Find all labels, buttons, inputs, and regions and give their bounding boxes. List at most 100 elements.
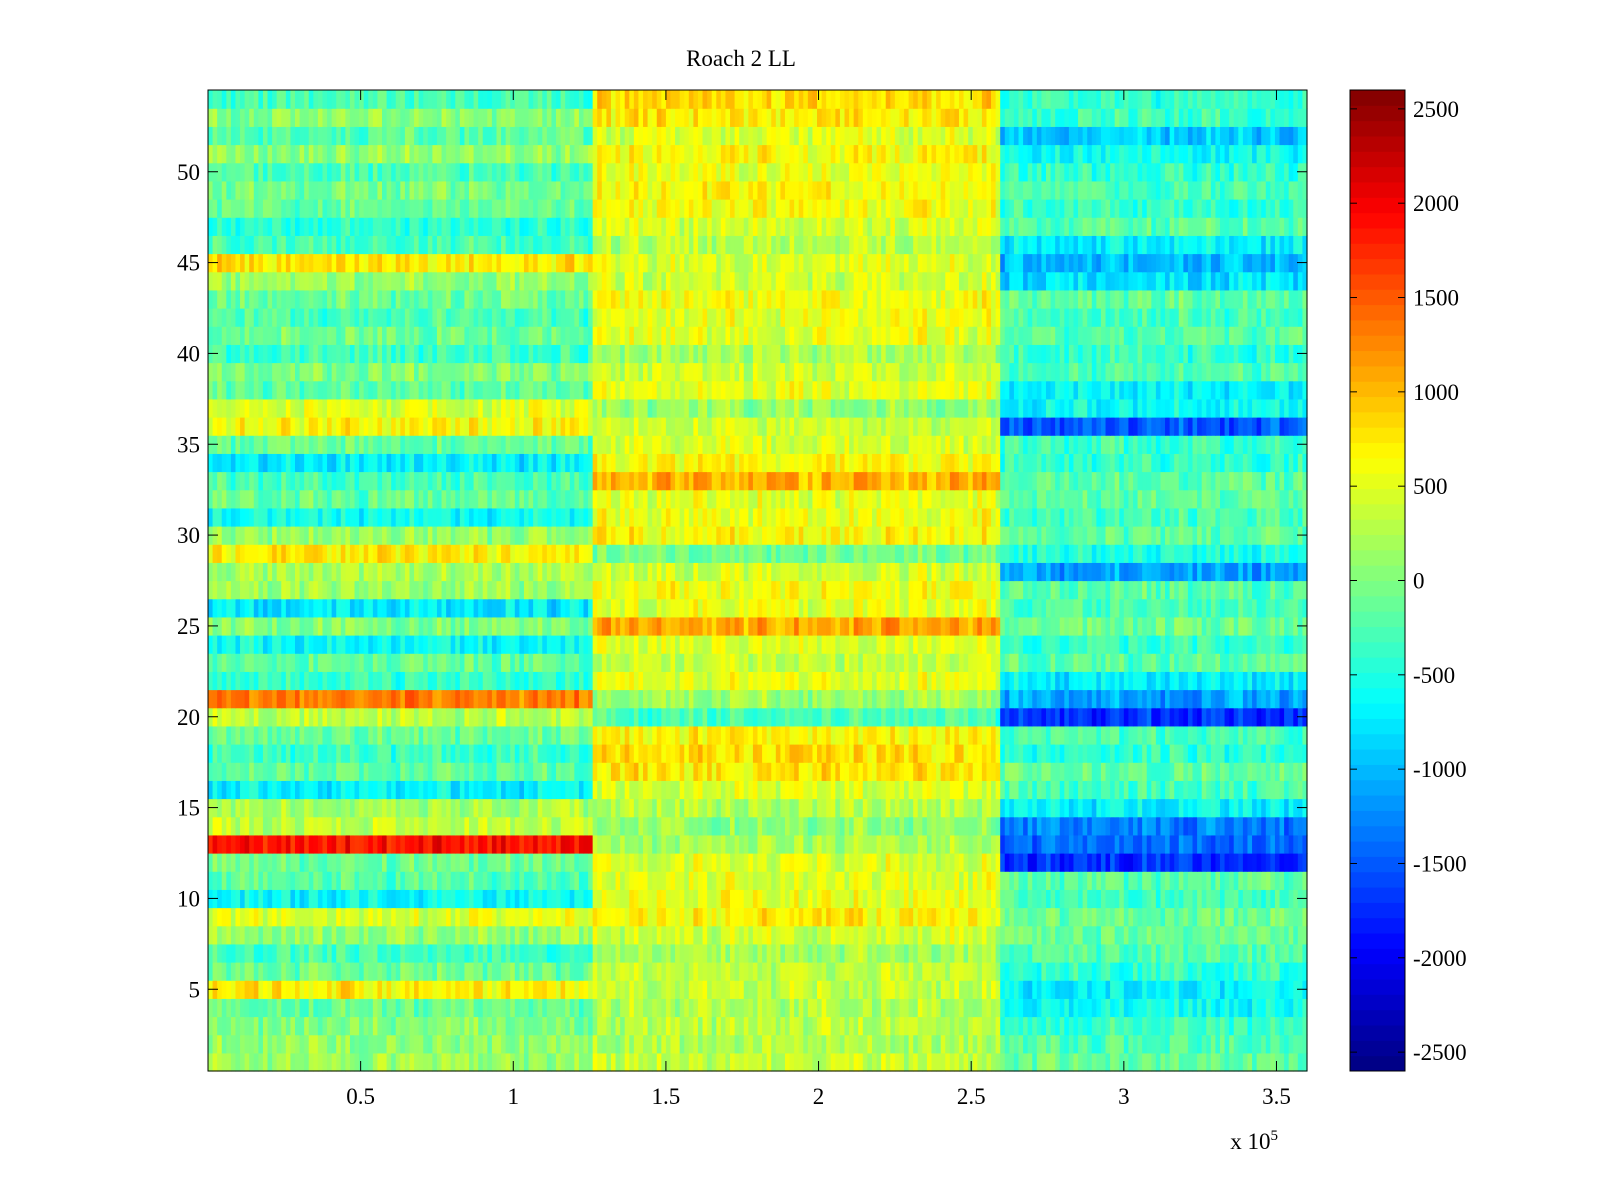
heatmap-cell <box>871 853 878 872</box>
heatmap-cell <box>1004 798 1010 818</box>
heatmap-cell <box>349 998 356 1018</box>
heatmap-cell <box>922 943 928 963</box>
heatmap-cell <box>372 907 379 927</box>
heatmap-cell <box>995 925 1001 945</box>
heatmap-cell <box>725 1052 731 1072</box>
heatmap-cell <box>1068 725 1075 745</box>
heatmap-cell <box>725 780 731 800</box>
heatmap-cell <box>272 925 278 945</box>
heatmap-cell <box>789 889 795 909</box>
heatmap-cell <box>372 962 379 981</box>
heatmap-cell <box>349 798 356 818</box>
heatmap-cell <box>546 725 553 745</box>
heatmap-cell <box>469 962 475 981</box>
heatmap-cell <box>615 871 621 890</box>
heatmap-cell <box>917 980 923 999</box>
heatmap-cell <box>821 1016 827 1036</box>
heatmap-cell <box>519 925 525 945</box>
heatmap-cell <box>693 943 699 963</box>
heatmap-cell <box>1105 962 1111 981</box>
heatmap-cell <box>1023 907 1029 927</box>
heatmap-cell <box>647 816 653 836</box>
heatmap-cell <box>446 744 452 763</box>
heatmap-cell <box>423 925 429 945</box>
heatmap-cell <box>1023 816 1029 836</box>
heatmap-cell <box>556 834 562 854</box>
heatmap-cell <box>1270 780 1276 800</box>
heatmap-cell <box>766 707 772 727</box>
heatmap-cell <box>487 1016 493 1036</box>
heatmap-cell <box>560 943 566 963</box>
heatmap-cell <box>757 744 763 763</box>
heatmap-cell <box>1229 816 1235 836</box>
heatmap-cell <box>606 1034 612 1054</box>
heatmap-cell <box>1215 816 1221 836</box>
heatmap-cell <box>432 943 438 963</box>
heatmap-cell <box>633 834 640 854</box>
heatmap-cell <box>578 762 585 781</box>
heatmap-cell <box>606 762 612 781</box>
heatmap-cell <box>276 853 282 872</box>
heatmap-cell <box>917 744 923 763</box>
heatmap-cell <box>363 998 369 1018</box>
heatmap-cell <box>1220 889 1226 909</box>
heatmap-cell <box>281 707 287 727</box>
heatmap-cell <box>276 744 282 763</box>
heatmap-cell <box>629 998 635 1018</box>
heatmap-cell <box>743 707 749 727</box>
heatmap-cell <box>734 998 740 1018</box>
heatmap-cell <box>922 980 928 999</box>
heatmap-cell <box>523 998 530 1018</box>
heatmap-cell <box>1027 707 1033 727</box>
heatmap-cell <box>757 907 763 927</box>
heatmap-cell <box>262 998 269 1018</box>
heatmap-cell <box>1279 907 1285 927</box>
heatmap-cell <box>523 943 530 963</box>
heatmap-cell <box>1009 762 1015 781</box>
heatmap-cell <box>253 962 259 981</box>
heatmap-cell <box>771 798 777 818</box>
heatmap-cell <box>1197 871 1203 890</box>
heatmap-cell <box>665 907 672 927</box>
heatmap-cell <box>1261 798 1267 818</box>
heatmap-cell <box>693 689 699 709</box>
heatmap-cell <box>1224 1052 1230 1072</box>
heatmap-cell <box>267 1034 273 1054</box>
heatmap-cell <box>647 798 653 818</box>
heatmap-cell <box>986 762 992 781</box>
heatmap-cell <box>862 980 868 999</box>
heatmap-cell <box>382 1034 388 1054</box>
heatmap-cell <box>1059 780 1065 800</box>
heatmap-cell <box>363 871 369 890</box>
heatmap-cell <box>560 744 566 763</box>
heatmap-cell <box>1027 1034 1033 1054</box>
heatmap-cell <box>853 889 859 909</box>
heatmap-cell <box>807 725 814 745</box>
heatmap-cell <box>235 780 241 800</box>
heatmap-cell <box>958 744 965 763</box>
heatmap-cell <box>267 816 273 836</box>
heatmap-cell <box>1242 889 1249 909</box>
heatmap-cell <box>885 907 891 927</box>
heatmap-cell <box>501 1016 507 1036</box>
heatmap-cell <box>1146 1034 1152 1054</box>
heatmap-cell <box>1252 816 1258 836</box>
heatmap-cell <box>1137 816 1143 836</box>
heatmap-cell <box>1197 889 1203 909</box>
heatmap-cell <box>1023 889 1029 909</box>
heatmap-cell <box>615 1052 621 1072</box>
heatmap-cell <box>784 762 791 781</box>
heatmap-cell <box>633 762 640 781</box>
heatmap-cell <box>267 689 273 709</box>
heatmap-cell <box>1123 707 1130 727</box>
heatmap-cell <box>931 980 937 999</box>
heatmap-cell <box>1041 744 1047 763</box>
heatmap-cell <box>711 816 717 836</box>
heatmap-cell <box>556 1016 562 1036</box>
heatmap-cell <box>720 1034 727 1054</box>
heatmap-cell <box>766 998 772 1018</box>
heatmap-cell <box>1018 834 1024 854</box>
heatmap-cell <box>496 980 502 999</box>
heatmap-cell <box>391 834 397 854</box>
